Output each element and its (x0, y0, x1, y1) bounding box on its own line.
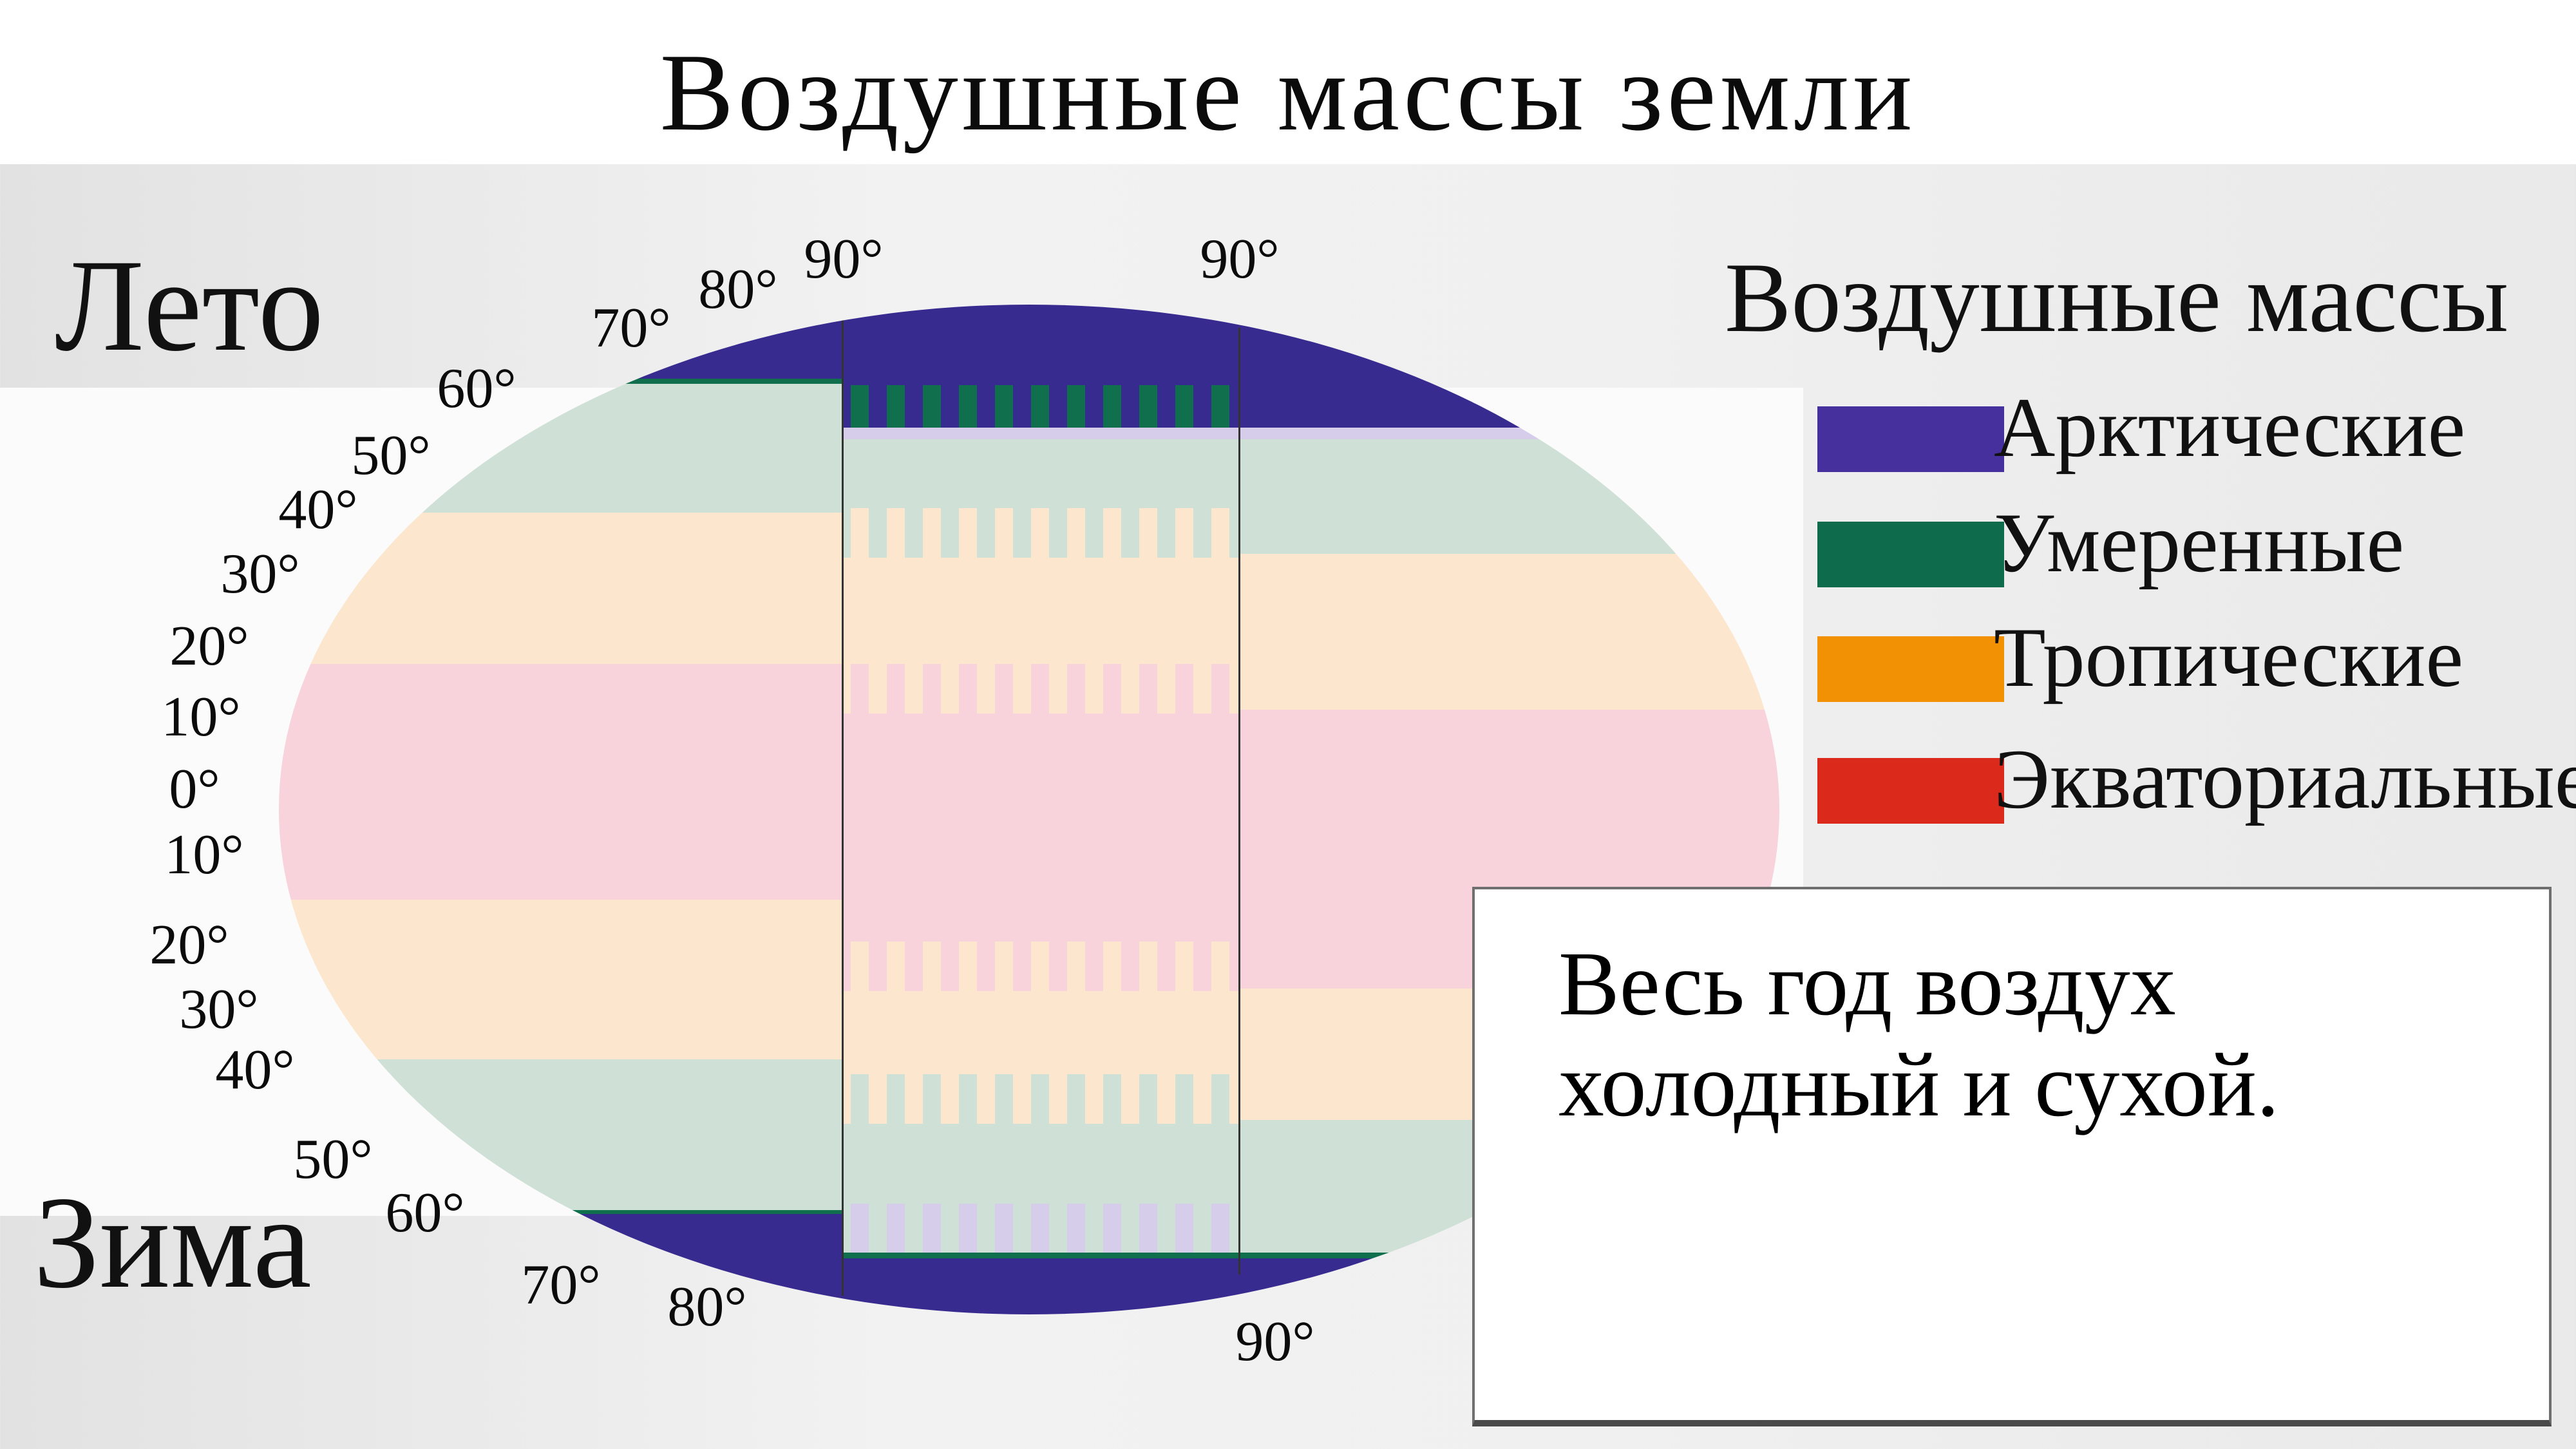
meridian-line (842, 320, 844, 1296)
title-band (0, 0, 2576, 164)
air-mass-transition-band (842, 508, 1238, 558)
legend-swatch-arctic (1817, 406, 2004, 472)
air-mass-band (1238, 428, 1779, 439)
latitude-label: 90° (1200, 228, 1280, 290)
air-mass-band (842, 1124, 1238, 1204)
season-label-winter: Зима (33, 1170, 312, 1316)
air-mass-transition-band (842, 385, 1238, 428)
legend-label-temperate: Умеренные (1994, 495, 2405, 590)
air-mass-band (279, 513, 842, 664)
air-mass-transition-band (842, 1074, 1238, 1124)
air-mass-band (279, 379, 842, 384)
air-mass-band (1238, 305, 1779, 428)
air-mass-band (842, 558, 1238, 664)
air-mass-band (279, 1059, 842, 1210)
air-mass-band (842, 991, 1238, 1074)
air-mass-band (279, 900, 842, 1059)
legend-title: Воздушные массы (1725, 242, 2509, 353)
note-box: Весь год воздух холодный и сухой. (1472, 887, 2552, 1426)
air-mass-transition-band (842, 942, 1238, 991)
legend-swatch-temperate (1817, 522, 2004, 587)
air-mass-band (1238, 439, 1779, 554)
air-mass-band (842, 439, 1238, 508)
legend-swatch-tropical (1817, 636, 2004, 702)
air-mass-band (842, 428, 1238, 439)
legend-swatch-equatorial (1817, 758, 2004, 824)
note-text-line-2: холодный и сухой. (1558, 1034, 2280, 1135)
air-mass-band (279, 1210, 842, 1214)
note-text-line-1: Весь год воздух (1558, 933, 2176, 1034)
air-mass-band (279, 384, 842, 513)
legend-label-tropical: Тропические (1994, 610, 2464, 705)
latitude-label: 90° (1235, 1311, 1315, 1373)
air-mass-band (842, 1258, 1238, 1314)
meridian-line (1238, 328, 1240, 1274)
legend-label-equatorial: Экваториальные (1994, 732, 2576, 826)
air-mass-band (279, 664, 842, 900)
air-mass-transition-band (842, 1204, 1238, 1253)
latitude-label: 90° (804, 228, 884, 290)
legend-label-arctic: Арктические (1994, 380, 2466, 475)
air-mass-band (842, 714, 1238, 942)
air-mass-band (842, 1253, 1238, 1258)
air-mass-band (279, 1214, 842, 1314)
air-mass-band (1238, 554, 1779, 710)
air-mass-band (279, 305, 842, 379)
air-mass-band (842, 305, 1238, 385)
air-mass-transition-band (842, 664, 1238, 714)
page-title: Воздушные массы земли (659, 32, 1917, 154)
